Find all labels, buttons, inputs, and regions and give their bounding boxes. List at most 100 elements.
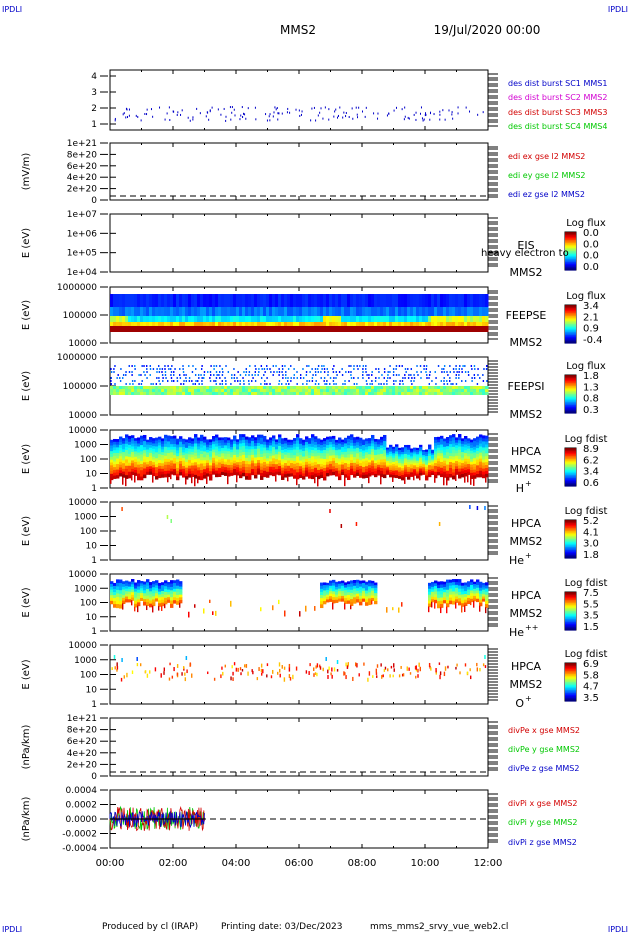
spectrogram-cell — [449, 579, 453, 584]
spectrogram-cell — [155, 326, 159, 332]
spectrogram-cell — [377, 459, 381, 463]
spectrogram-cell — [158, 585, 162, 590]
spectrogram-cell — [264, 371, 266, 373]
spectrogram-cell — [476, 326, 480, 332]
spectrogram-cell — [134, 380, 136, 382]
spectrogram-cell — [248, 316, 252, 322]
spectrogram-cell — [467, 451, 471, 455]
spectrogram-cell — [245, 457, 249, 462]
spectrogram-cell — [323, 461, 327, 466]
spectrogram-cell — [143, 462, 147, 467]
colorbar-swatch — [565, 607, 576, 611]
spectrogram-cell — [227, 437, 231, 441]
spectrogram-cell — [449, 594, 453, 599]
x-tick-label: 04:00 — [222, 858, 251, 869]
colorbar-swatch — [565, 593, 576, 596]
spectrogram-cell — [305, 450, 309, 454]
spectrogram-cell — [227, 322, 231, 326]
spectrogram-cell — [443, 294, 447, 307]
colorbar-swatch — [565, 239, 576, 243]
spectrogram-cell — [152, 368, 155, 370]
spectrogram-cell — [144, 670, 147, 673]
spectrogram-cell — [455, 368, 457, 370]
spectrogram-cell — [479, 443, 483, 448]
burst-marker — [300, 113, 302, 116]
burst-marker — [352, 117, 354, 120]
colorbar-tick: 0.9 — [583, 324, 599, 335]
spectrogram-cell — [437, 604, 441, 609]
spectrogram-cell — [110, 592, 114, 596]
spectrogram-cell — [335, 597, 339, 601]
spectrogram-cell — [338, 591, 342, 595]
spectrogram-cell — [455, 590, 459, 595]
spectrogram-cell — [398, 607, 400, 613]
spectrogram-cell — [434, 580, 438, 584]
spectrogram-cell — [470, 461, 474, 466]
spectrogram-cell — [275, 307, 279, 316]
spectrogram-cell — [119, 316, 123, 322]
spectrogram-cell — [347, 326, 351, 332]
spectrogram-cell — [134, 606, 136, 612]
spectrogram-cell — [176, 294, 180, 307]
spectrogram-cell — [278, 457, 282, 461]
spectrogram-cell — [350, 326, 354, 332]
spectrogram-cell — [332, 435, 336, 440]
spectrogram-cell — [398, 322, 402, 326]
spectrogram-cell — [305, 470, 309, 474]
spectrogram-cell — [182, 392, 186, 395]
spectrogram-cell — [149, 597, 153, 602]
spectrogram-cell — [453, 371, 455, 373]
spectrogram-cell — [464, 316, 468, 322]
colorbar-swatch — [565, 526, 576, 529]
spectrogram-cell — [143, 316, 147, 322]
spectrogram-cell — [335, 307, 339, 316]
spectrogram-cell — [302, 453, 306, 458]
spectrogram-cell — [380, 307, 384, 316]
spectrogram-cell — [323, 316, 327, 322]
spectrogram-cell — [428, 606, 430, 613]
spectrogram-cell — [350, 437, 354, 441]
spectrogram-cell — [353, 368, 355, 370]
spectrogram-cell — [290, 322, 294, 326]
spectrogram-cell — [283, 666, 286, 670]
spectrogram-cell — [350, 448, 354, 453]
spectrogram-cell — [299, 611, 301, 617]
colorbar-swatch — [565, 535, 576, 539]
spectrogram-cell — [251, 386, 255, 389]
spectrogram-cell — [410, 307, 414, 316]
spectrogram-cell — [452, 582, 456, 586]
spectrogram-cell — [143, 441, 147, 445]
spectrogram-cell — [227, 453, 231, 458]
spectrogram-cell — [281, 365, 284, 367]
spectrogram-cell — [371, 471, 375, 476]
spectrogram-cell — [215, 383, 217, 385]
spectrogram-cell — [443, 594, 447, 599]
spectrogram-cell — [380, 663, 382, 667]
spectrogram-cell — [335, 599, 339, 603]
spectrogram-cell — [422, 451, 426, 455]
spectrogram-cell — [209, 326, 213, 332]
spectrogram-cell — [410, 452, 414, 456]
spectrogram-cell — [464, 464, 468, 468]
spectrogram-cell — [464, 467, 468, 471]
spectrogram-cell — [239, 392, 243, 395]
colorbar-tick: 4.1 — [583, 527, 599, 538]
spectrogram-cell — [289, 677, 292, 681]
spectrogram-cell — [158, 365, 160, 367]
spectrogram-cell — [330, 672, 332, 676]
spectrogram-cell — [155, 470, 159, 474]
spectrogram-cell — [395, 322, 399, 326]
spectrogram-cell — [406, 666, 408, 671]
spectrogram-cell — [389, 307, 393, 316]
spectrogram-cell — [404, 374, 406, 376]
spectrogram-cell — [251, 374, 253, 376]
spectrogram-cell — [236, 322, 240, 326]
spectrogram-cell — [314, 606, 316, 611]
spectrogram-cell — [137, 449, 141, 454]
spectrogram-cell — [224, 448, 228, 452]
spectrogram-cell — [380, 386, 384, 389]
spectrogram-cell — [329, 383, 331, 385]
spectrogram-cell — [213, 368, 215, 370]
spectrogram-cell — [257, 460, 261, 464]
spectrogram-cell — [254, 365, 256, 367]
